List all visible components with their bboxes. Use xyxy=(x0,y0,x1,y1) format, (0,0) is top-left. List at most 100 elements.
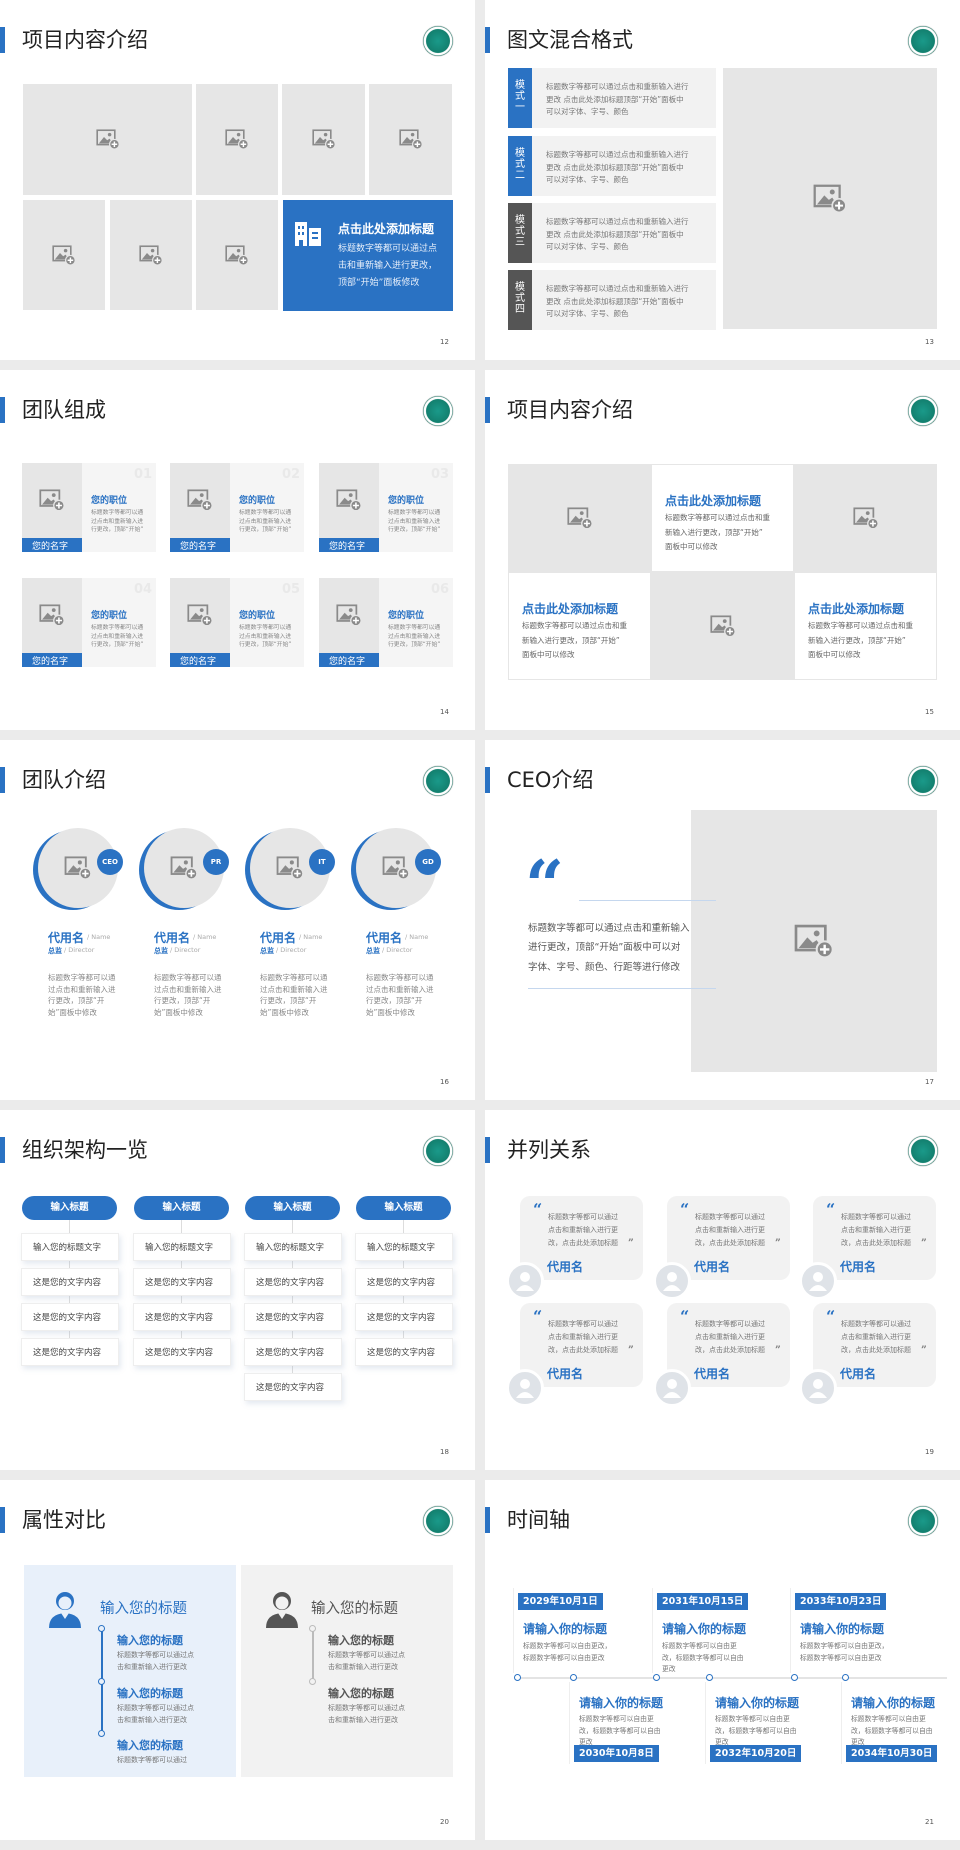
column-header-pill[interactable]: 输入标题 xyxy=(134,1196,229,1220)
org-item-box[interactable]: 输入您的标题文字 xyxy=(21,1233,119,1261)
body-text-line: 点击和重新输入进行更 xyxy=(548,1226,618,1234)
slide-title: 并列关系 xyxy=(507,1138,591,1162)
event-title: 请输入你的标题 xyxy=(662,1622,747,1636)
image-placeholder[interactable] xyxy=(369,84,452,195)
body-text-line: 标题数字等都可以自由更改 xyxy=(800,1653,882,1662)
org-item-box[interactable]: 这是您的文字内容 xyxy=(133,1338,231,1366)
org-item-box[interactable]: 输入您的标题文字 xyxy=(133,1233,231,1261)
member-card: 您的名字 02 您的职位 标题数字等都可以通 过点击和重新输入进 行更改，顶部“开始” xyxy=(170,463,304,552)
org-item-box[interactable]: 这是您的文字内容 xyxy=(244,1303,342,1331)
member-name-bar: 您的名字 xyxy=(319,653,379,667)
body-text-line: 过点击和重新输入进 xyxy=(260,984,328,994)
medical-emblem-logo xyxy=(423,1136,453,1166)
title-accent-bar xyxy=(485,1507,490,1533)
org-item-box[interactable]: 输入您的标题文字 xyxy=(355,1233,453,1261)
compare-title: 输入您的标题 xyxy=(311,1601,398,1617)
slide-title: 团队介绍 xyxy=(22,768,106,792)
left-compare-panel: 输入您的标题 输入您的标题 标题数字等都可以通过点 击和重新输入进行更改 输入您的标题标… xyxy=(24,1565,236,1777)
mode-row: 模式二 标题数字等都可以通过点击和重新输入进行 更改 点击此处添加标题顶部“开始”面… xyxy=(508,136,716,196)
org-item-box[interactable]: 这是您的文字内容 xyxy=(244,1373,342,1401)
body-text-line: 更改 xyxy=(851,1738,865,1746)
body-text-line: 标题数字等都可以自由更改 xyxy=(523,1653,605,1662)
org-item-box[interactable]: 这是您的文字内容 xyxy=(355,1303,453,1331)
page-number: 20 xyxy=(440,1818,449,1826)
image-placeholder[interactable] xyxy=(723,68,937,329)
body-text-line: 顶部“开始”面板修改 xyxy=(338,278,420,288)
feature-panel: 点击此处添加标题 标题数字等都可以通过点 击和重新输入进行更改， 顶部“开始”面板修改 xyxy=(283,200,453,311)
image-placeholder[interactable] xyxy=(651,572,794,680)
title-accent-bar xyxy=(485,1137,490,1163)
org-item-box[interactable]: 这是您的文字内容 xyxy=(133,1268,231,1296)
image-placeholder[interactable] xyxy=(170,463,230,538)
member-name: 代用名 xyxy=(48,931,85,945)
image-placeholder[interactable] xyxy=(508,464,651,572)
member-role-en: / Director xyxy=(64,946,95,954)
body-text-line: 标题数字等都可以通 xyxy=(91,625,144,631)
mode-label-text: 模式三 xyxy=(515,215,525,248)
org-item-box[interactable]: 输入您的标题文字 xyxy=(244,1233,342,1261)
medical-emblem-logo xyxy=(423,396,453,426)
org-item-text: 这是您的文字内容 xyxy=(256,1383,325,1393)
org-item-box[interactable]: 这是您的文字内容 xyxy=(21,1303,119,1331)
close-quote-icon: ” xyxy=(921,1238,927,1249)
close-quote-icon: ” xyxy=(775,1238,781,1249)
body-text-line: 点击和重新输入进行更 xyxy=(548,1333,618,1341)
column-header-pill[interactable]: 输入标题 xyxy=(22,1196,117,1220)
member-position: 您的职位 xyxy=(91,611,128,621)
role-badge: CEO xyxy=(97,849,123,875)
image-placeholder[interactable] xyxy=(196,84,278,195)
image-placeholder[interactable] xyxy=(196,200,278,310)
body-text-line: 过点击和重新输入进 xyxy=(366,984,434,994)
column-header-pill[interactable]: 输入标题 xyxy=(245,1196,340,1220)
image-placeholder[interactable] xyxy=(22,463,82,538)
body-text-line: 击和重新输入进行更改， xyxy=(338,261,438,271)
image-placeholder[interactable] xyxy=(23,200,105,310)
member-name: 您的名字 xyxy=(32,657,69,667)
org-item-box[interactable]: 这是您的文字内容 xyxy=(21,1338,119,1366)
medical-emblem-logo xyxy=(908,766,938,796)
image-placeholder[interactable] xyxy=(319,578,379,653)
timeline-node xyxy=(653,1674,660,1681)
org-item-text: 这是您的文字内容 xyxy=(256,1278,325,1288)
body-text-line: 标题数字等都可以通过 xyxy=(841,1213,911,1221)
body-text-line: 行更改，顶部“开 xyxy=(366,996,423,1005)
image-placeholder[interactable] xyxy=(319,463,379,538)
org-item-box[interactable]: 这是您的文字内容 xyxy=(244,1338,342,1366)
org-item-box[interactable]: 这是您的文字内容 xyxy=(355,1268,453,1296)
user-avatar-icon xyxy=(799,1369,837,1407)
text-block: 点击此处添加标题 标题数字等都可以通过点击和重 新输入进行更改，顶部“开始” 面板中可… xyxy=(794,572,937,680)
member-name: 代用名 xyxy=(366,931,403,945)
body-text-line: 标题数字等都可以通过 xyxy=(548,1213,618,1221)
title-accent-bar xyxy=(485,397,490,423)
body-text-line: 行更改，顶部“开 xyxy=(260,996,317,1005)
testimonial-card: “ 标题数字等都可以通过 点击和重新输入进行更 改，点击此处添加标题 ” 代用名 xyxy=(813,1303,936,1387)
body-text-line: 更改 点击此处添加标题顶部“开始”面板中 xyxy=(546,296,684,306)
image-add-icon xyxy=(276,856,304,880)
image-placeholder[interactable] xyxy=(170,578,230,653)
block-title: 点击此处添加标题 xyxy=(808,602,905,616)
org-item-text: 输入您的标题文字 xyxy=(367,1243,436,1253)
image-placeholder[interactable] xyxy=(23,84,192,195)
image-placeholder[interactable] xyxy=(691,810,937,1072)
date-text: 2032年10月20日 xyxy=(715,1748,797,1759)
image-placeholder[interactable] xyxy=(794,464,937,572)
title-accent-bar xyxy=(0,1507,5,1533)
org-item-box[interactable]: 这是您的文字内容 xyxy=(244,1268,342,1296)
image-placeholder[interactable] xyxy=(22,578,82,653)
medical-emblem-logo xyxy=(423,766,453,796)
open-quote-icon: “ xyxy=(680,1307,690,1326)
org-item-box[interactable]: 这是您的文字内容 xyxy=(21,1268,119,1296)
column-header-pill[interactable]: 输入标题 xyxy=(356,1196,451,1220)
page-number: 15 xyxy=(925,708,934,716)
body-text-line: 过点击和重新输入进 xyxy=(91,633,144,640)
org-item-box[interactable]: 这是您的文字内容 xyxy=(133,1303,231,1331)
slide-title: 属性对比 xyxy=(22,1508,106,1532)
image-placeholder[interactable] xyxy=(110,200,192,310)
org-item-box[interactable]: 这是您的文字内容 xyxy=(355,1338,453,1366)
page-number: 21 xyxy=(925,1818,934,1826)
body-text-line: 改，点击此处添加标题 xyxy=(841,1346,911,1354)
title-accent-bar xyxy=(0,27,5,53)
event-title: 请输入你的标题 xyxy=(579,1696,664,1710)
body-text-line: 标题数字等都可以通 xyxy=(260,973,328,982)
image-placeholder[interactable] xyxy=(282,84,365,195)
